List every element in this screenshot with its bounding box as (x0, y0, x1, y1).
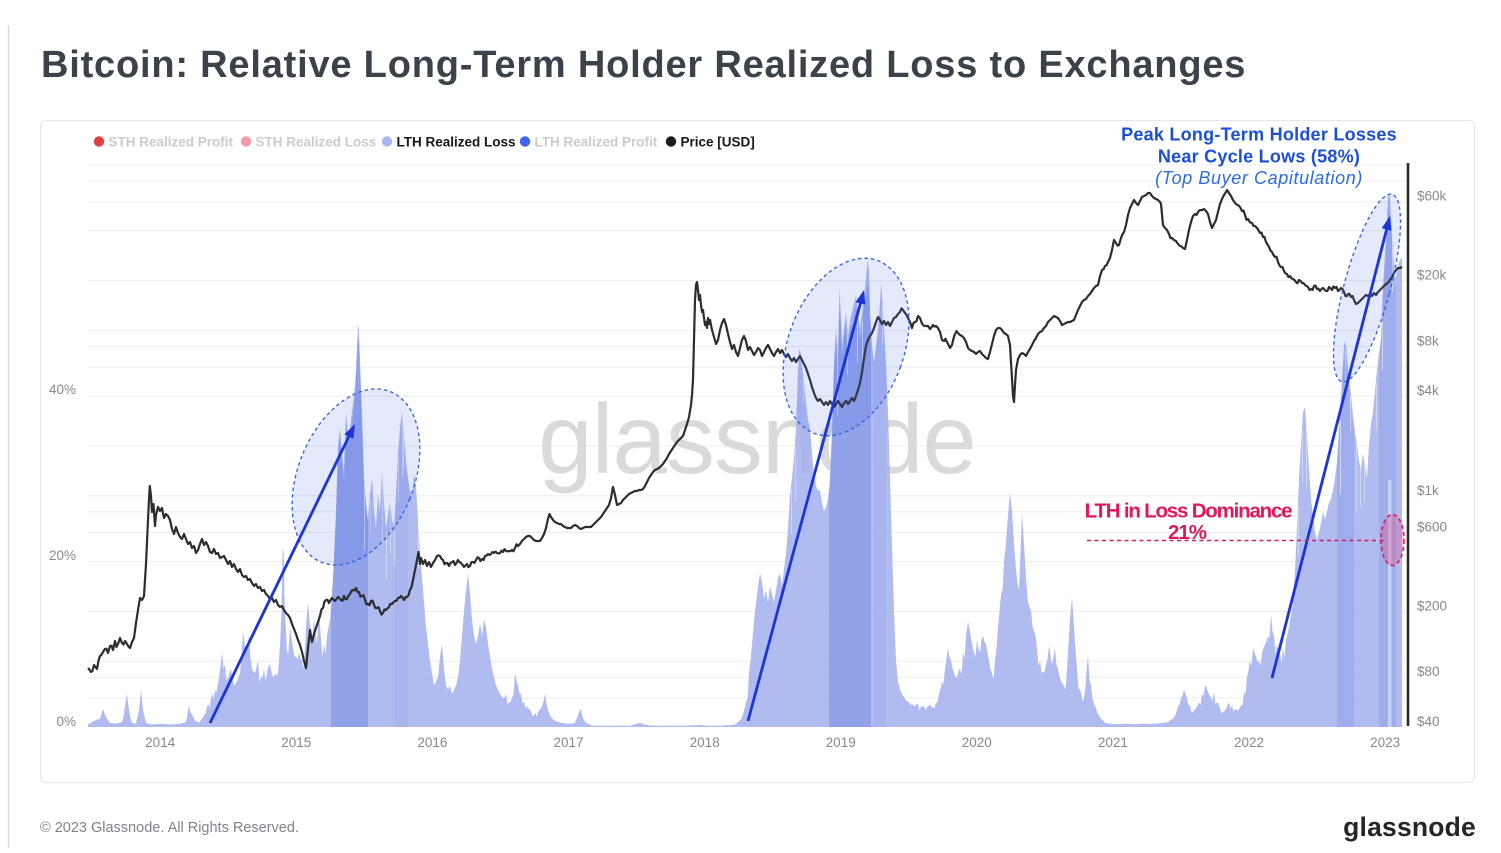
svg-text:$20k: $20k (1417, 268, 1447, 283)
svg-text:20%: 20% (49, 548, 76, 563)
svg-text:40%: 40% (49, 382, 76, 397)
svg-text:$40: $40 (1417, 714, 1440, 729)
svg-text:© 2023 Glassnode. All Rights R: © 2023 Glassnode. All Rights Reserved. (40, 820, 299, 836)
svg-text:$4k: $4k (1417, 383, 1439, 398)
svg-text:Price [USD]: Price [USD] (681, 134, 755, 149)
svg-text:(Top Buyer Capitulation): (Top Buyer Capitulation) (1155, 168, 1363, 188)
svg-text:0%: 0% (56, 714, 76, 729)
svg-text:2014: 2014 (145, 735, 176, 750)
svg-text:Bitcoin: Relative Long-Term Ho: Bitcoin: Relative Long-Term Holder Reali… (41, 44, 1246, 86)
svg-text:2015: 2015 (281, 735, 311, 750)
svg-text:glassnode: glassnode (1343, 812, 1476, 842)
svg-text:21%: 21% (1168, 521, 1207, 544)
svg-text:LTH Realized Loss: LTH Realized Loss (397, 134, 516, 149)
svg-text:$600: $600 (1417, 520, 1447, 535)
svg-text:2023: 2023 (1370, 735, 1400, 750)
svg-text:$1k: $1k (1417, 483, 1439, 498)
svg-text:2018: 2018 (690, 735, 720, 750)
svg-text:Near Cycle Lows (58%): Near Cycle Lows (58%) (1158, 147, 1360, 167)
svg-text:$8k: $8k (1417, 333, 1439, 348)
svg-text:LTH in Loss Dominance: LTH in Loss Dominance (1085, 500, 1293, 523)
svg-text:Peak Long-Term Holder Losses: Peak Long-Term Holder Losses (1121, 125, 1397, 145)
svg-text:2016: 2016 (417, 735, 447, 750)
svg-text:LTH Realized Profit: LTH Realized Profit (535, 134, 658, 149)
svg-text:glassnode: glassnode (538, 384, 976, 494)
svg-text:2019: 2019 (826, 735, 856, 750)
svg-text:2017: 2017 (553, 735, 583, 750)
svg-text:$80: $80 (1417, 664, 1440, 679)
svg-text:2021: 2021 (1098, 735, 1128, 750)
svg-text:STH Realized Loss: STH Realized Loss (256, 134, 377, 149)
svg-text:2020: 2020 (962, 735, 992, 750)
svg-text:2022: 2022 (1234, 735, 1264, 750)
svg-text:STH Realized Profit: STH Realized Profit (109, 134, 234, 149)
svg-text:$200: $200 (1417, 598, 1447, 613)
svg-text:$60k: $60k (1417, 189, 1447, 204)
